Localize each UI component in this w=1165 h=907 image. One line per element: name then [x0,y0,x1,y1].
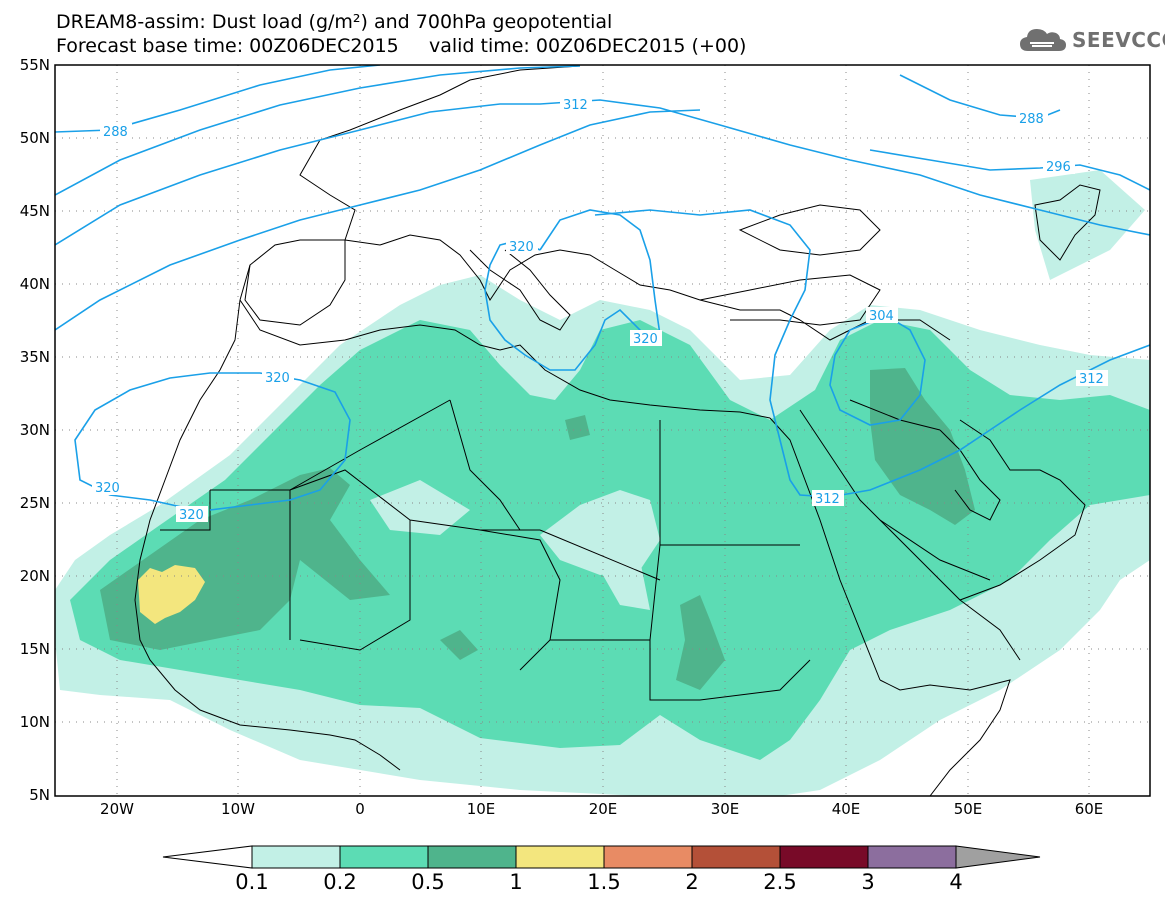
svg-text:320: 320 [95,481,120,496]
lat-label: 15N [20,640,50,658]
colorbar-segment [603,845,693,869]
colorbar-segment [779,845,869,869]
lat-label: 10N [20,713,50,731]
colorbar-tick-label: 2.5 [763,870,797,894]
svg-text:320: 320 [633,332,658,347]
colorbar-tick-label: 1 [509,870,523,894]
svg-text:296: 296 [1046,160,1071,175]
colorbar [162,845,1041,869]
dust-area-heavy-5 [565,415,590,440]
svg-text:312: 312 [1079,372,1104,387]
logo-text: SEEVCCC [1072,28,1165,52]
colorbar-tick-label: 2 [685,870,699,894]
lon-label: 10W [221,800,255,818]
colorbar-segment [427,845,517,869]
colorbar-underflow-arrow [162,845,253,869]
map-title: DREAM8-assim: Dust load (g/m²) and 700hP… [56,11,613,33]
dust-area-high [138,565,205,624]
colorbar-tick-label: 3 [861,870,875,894]
colorbar-segment [339,845,429,869]
colorbar-tick-label: 0.1 [235,870,269,894]
lat-label: 20N [20,567,50,585]
dust-area-heavy-4 [440,630,478,660]
lon-axis: 20W 10W 0 10E 20E 30E 40E 50E 60E [100,800,1103,818]
cloud-icon [1020,29,1066,51]
lat-axis: 55N 50N 45N 40N 35N 30N 25N 20N 15N 10N … [20,56,50,804]
colorbar-segment [867,845,957,869]
lon-label: 0 [355,800,365,818]
svg-text:320: 320 [179,508,204,523]
colorbar-tick-label: 0.2 [323,870,357,894]
colorbar-overflow-arrow [955,845,1041,869]
dust-area-heavy-3 [676,595,725,690]
lat-label: 5N [29,786,50,804]
colorbar-tick-label: 4 [949,870,963,894]
lon-label: 60E [1075,800,1104,818]
lat-label: 35N [20,348,50,366]
lat-label: 25N [20,494,50,512]
map-frame [54,64,1151,797]
colorbar-segment [691,845,781,869]
lon-label: 50E [954,800,983,818]
coastlines [134,65,1101,796]
svg-text:288: 288 [1019,112,1044,127]
graticule [55,65,1150,796]
lat-label: 30N [20,421,50,439]
lon-label: 20E [589,800,618,818]
dust-area-light-caspian [1030,170,1145,280]
dust-fields: 288 312 288 296 320 320 320 320 320 304 … [55,65,1150,796]
isoline-labels: 288 312 288 296 320 320 320 320 320 304 … [92,96,1108,523]
svg-text:320: 320 [265,371,290,386]
dust-area-light-hole [540,490,660,575]
lat-label: 50N [20,129,50,147]
svg-text:320: 320 [509,240,534,255]
forecast-times: Forecast base time: 00Z06DEC2015 valid t… [56,35,747,57]
colorbar-tick-label: 0.5 [411,870,445,894]
svg-text:312: 312 [815,492,840,507]
lon-label: 30E [711,800,740,818]
lon-label: 40E [832,800,861,818]
dust-area-heavy-2 [870,368,975,525]
lat-label: 45N [20,202,50,220]
lat-label: 40N [20,275,50,293]
colorbar-segment [515,845,605,869]
colorbar-segment [251,845,341,869]
svg-text:312: 312 [563,98,588,113]
lon-label: 10E [467,800,496,818]
dust-area-light-hole-2 [600,560,650,610]
lat-label: 55N [20,56,50,74]
svg-text:304: 304 [869,309,894,324]
colorbar-tick-label: 1.5 [587,870,621,894]
dust-area-light-hole-3 [370,480,470,535]
seevccc-logo: SEEVCCC [1018,24,1165,56]
lon-label: 20W [100,800,134,818]
svg-text:288: 288 [103,125,128,140]
